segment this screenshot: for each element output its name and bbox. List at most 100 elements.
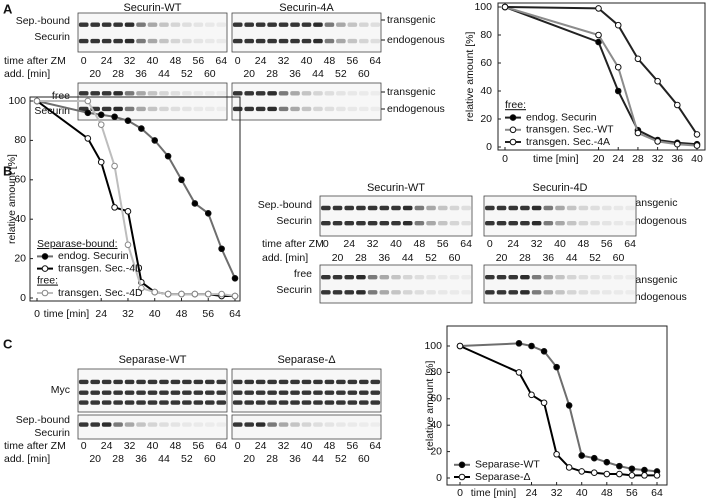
data-point bbox=[634, 55, 642, 63]
blot-band bbox=[244, 390, 254, 395]
blot-band bbox=[267, 422, 277, 427]
blot-band bbox=[578, 290, 589, 295]
blot-band bbox=[601, 274, 612, 280]
blot-band bbox=[313, 38, 323, 44]
lane-time: 56 bbox=[193, 440, 205, 452]
legend-marker bbox=[458, 461, 466, 469]
x-axis-label: time [min] bbox=[44, 308, 90, 320]
blot-band bbox=[232, 106, 243, 112]
blot-row-label: Myc bbox=[51, 384, 70, 396]
x-axis-label: time [min] bbox=[533, 153, 579, 165]
legend-group: Separase-bound: bbox=[37, 238, 118, 250]
x-tick-label: 40 bbox=[576, 487, 588, 498]
blot-band bbox=[232, 390, 243, 395]
blot-band bbox=[232, 22, 243, 27]
lane-time: 64 bbox=[369, 440, 381, 452]
blot-band bbox=[566, 290, 577, 295]
time-label: add. [min] bbox=[4, 68, 50, 80]
blot-band bbox=[336, 422, 346, 427]
lane-time: 60 bbox=[358, 68, 370, 80]
blot-band bbox=[485, 274, 495, 280]
blot-band bbox=[332, 274, 343, 280]
blot-band bbox=[332, 290, 343, 295]
blot-band bbox=[625, 205, 635, 211]
blot-band bbox=[170, 106, 181, 112]
data-point bbox=[653, 472, 661, 479]
blot-band bbox=[216, 422, 227, 427]
lane-time: 60 bbox=[204, 453, 216, 465]
blot-band bbox=[290, 379, 300, 385]
data-point bbox=[191, 290, 199, 298]
blot-band bbox=[344, 221, 355, 226]
data-point bbox=[124, 117, 132, 124]
blot-band bbox=[278, 400, 289, 405]
data-point bbox=[565, 402, 573, 409]
lane-time: 44 bbox=[158, 453, 170, 465]
blot-band bbox=[332, 205, 343, 211]
data-point bbox=[553, 363, 560, 371]
blot-band bbox=[347, 379, 358, 385]
blot-band bbox=[543, 290, 554, 295]
blot-band bbox=[278, 106, 289, 112]
blot-band bbox=[136, 106, 146, 112]
lane-time: 28 bbox=[519, 252, 531, 264]
blot-band bbox=[437, 290, 448, 295]
x-tick-label: 0 bbox=[457, 487, 463, 498]
blot-band bbox=[324, 390, 335, 395]
blot-band bbox=[370, 422, 381, 427]
blot-band bbox=[367, 221, 378, 226]
blot-band bbox=[147, 106, 158, 112]
blot-band bbox=[267, 91, 277, 96]
blot-band bbox=[205, 400, 215, 405]
x-tick-label: 24 bbox=[95, 308, 107, 320]
blot-band bbox=[336, 22, 346, 27]
data-point bbox=[164, 152, 172, 160]
blot-band bbox=[379, 221, 390, 226]
data-point bbox=[97, 158, 105, 166]
blot-band bbox=[555, 221, 565, 226]
data-point bbox=[138, 125, 145, 132]
blot-band bbox=[301, 38, 312, 44]
blot-band bbox=[193, 38, 204, 44]
y-tick-label: 20 bbox=[14, 252, 26, 264]
blot-band bbox=[301, 390, 312, 395]
blot-band bbox=[356, 290, 366, 295]
blot-title: Securin-4A bbox=[279, 2, 334, 14]
data-point bbox=[178, 176, 185, 184]
blot-band bbox=[205, 390, 215, 395]
blot-band bbox=[124, 91, 135, 96]
blot-band bbox=[324, 422, 335, 427]
lane-time: 64 bbox=[215, 55, 227, 67]
blot-band bbox=[370, 22, 381, 27]
blot-band bbox=[216, 22, 227, 27]
blot-band bbox=[136, 422, 146, 427]
y-tick-label: 20 bbox=[430, 445, 442, 457]
blot-band bbox=[590, 221, 600, 226]
blot-band bbox=[324, 106, 335, 112]
data-point bbox=[693, 142, 701, 149]
legend-label: transgen. Sec.-4D bbox=[58, 262, 143, 274]
blot-row-label: free bbox=[52, 90, 70, 102]
blot-frame bbox=[231, 82, 382, 121]
y-tick-label: 80 bbox=[480, 29, 492, 41]
blot-band bbox=[449, 221, 460, 226]
blot-band bbox=[101, 91, 112, 96]
data-point bbox=[540, 399, 548, 407]
blot-frame bbox=[319, 264, 473, 304]
legend-group: free: bbox=[505, 99, 526, 111]
blot-band bbox=[90, 422, 100, 427]
blot-title: Separase-WT bbox=[119, 354, 187, 366]
legend-label: Separase-WT bbox=[475, 459, 540, 471]
blot-band bbox=[590, 205, 600, 211]
blot-band bbox=[159, 379, 169, 385]
lane-time: 32 bbox=[278, 55, 290, 67]
blot-band bbox=[267, 400, 277, 405]
x-axis-label: time [min] bbox=[471, 487, 517, 498]
blot-band bbox=[336, 400, 346, 405]
data-point bbox=[204, 209, 212, 217]
blot-band bbox=[232, 38, 243, 44]
data-point bbox=[84, 97, 92, 105]
y-tick-label: 0 bbox=[20, 292, 26, 304]
blot-band bbox=[543, 274, 554, 280]
